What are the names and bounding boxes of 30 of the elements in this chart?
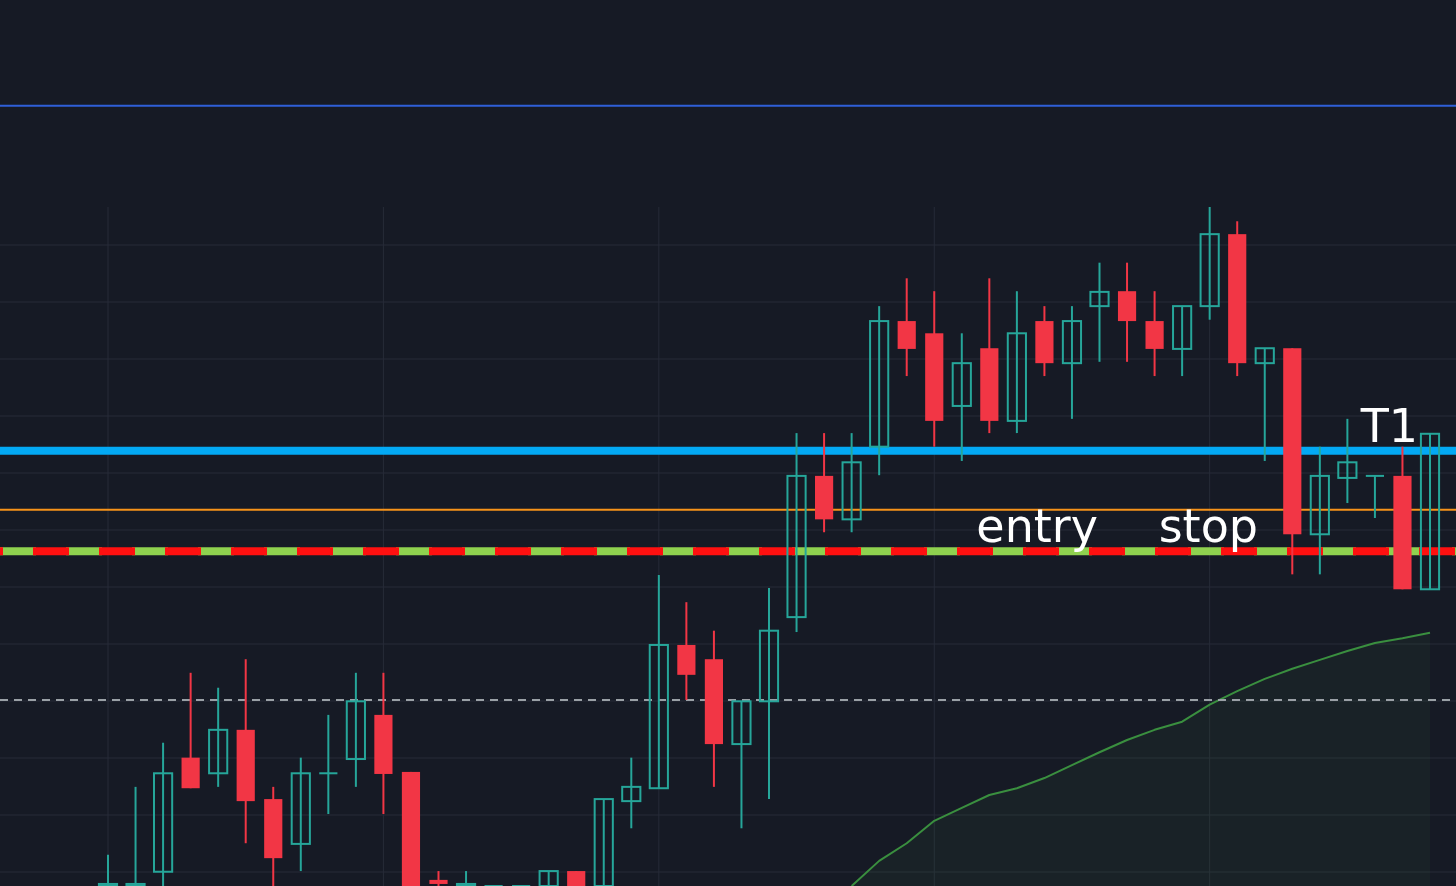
candlestick (97, 853, 119, 886)
ref-line-label: T1 (1359, 398, 1418, 453)
candlestick (1309, 445, 1330, 576)
candlestick (841, 432, 862, 534)
candlestick (153, 741, 174, 886)
candlestick (951, 332, 972, 462)
candlestick (593, 798, 614, 886)
candlestick (758, 586, 780, 801)
ref-line-label: entry (976, 499, 1098, 554)
candlestick (621, 756, 642, 830)
candlestick (208, 686, 229, 788)
candlestick (1419, 432, 1441, 591)
candlestick (1006, 290, 1027, 435)
candlestick (1061, 305, 1083, 420)
candlestick (1199, 206, 1220, 321)
candlestick (538, 870, 559, 886)
ref-line-label: stop (1158, 499, 1258, 554)
candlestick (1172, 305, 1193, 378)
candlestick (1337, 417, 1358, 505)
candlestick (1254, 347, 1275, 462)
candlestick (125, 785, 146, 886)
candlestick (1365, 474, 1385, 519)
candlestick (1089, 261, 1110, 363)
candlestick (786, 432, 807, 634)
candlestick (731, 700, 752, 830)
candlestick (290, 756, 311, 873)
candlestick (648, 574, 669, 790)
candlestick (869, 305, 890, 477)
candlestick (345, 671, 366, 788)
candlestick (319, 713, 338, 816)
